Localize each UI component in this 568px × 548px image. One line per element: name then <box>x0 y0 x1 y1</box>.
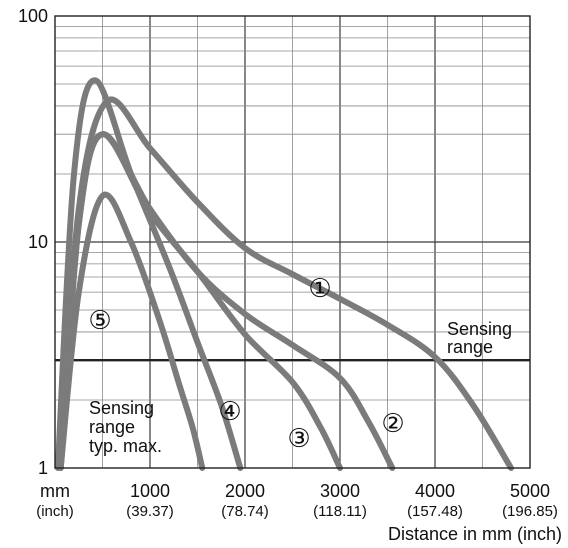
x-unit-sub-label: (inch) <box>36 503 74 520</box>
y-tick-label: 100 <box>18 6 48 26</box>
y-tick-label: 10 <box>28 232 48 252</box>
plot-frame <box>54 15 531 469</box>
x-tick-labels: mm (inch) 1000 (39.37) 2000 (78.74) 3000 (118… <box>36 481 558 520</box>
series-labels: ① ② ③ ④ ⑤ <box>88 274 404 454</box>
x-tick-label: 5000 <box>510 481 550 501</box>
x-axis-title: Distance in mm (inch) <box>388 524 562 544</box>
x-tick-sub-label: (118.11) <box>313 503 367 520</box>
curve-series-5 <box>57 191 206 471</box>
series-label-3: ③ <box>287 424 310 454</box>
threshold-label-line2: range <box>447 337 493 357</box>
annotation-line3: typ. max. <box>89 436 162 456</box>
threshold-label-line1: Sensing <box>447 319 512 339</box>
curve-series-4 <box>54 77 244 471</box>
grid <box>55 16 530 468</box>
axes <box>54 15 531 469</box>
x-tick-sub-label: (196.85) <box>502 503 558 520</box>
series-label-2: ② <box>381 409 404 439</box>
x-tick-label: 1000 <box>130 481 170 501</box>
x-tick-sub-label: (39.37) <box>126 503 174 520</box>
annotation-sensing-range-typ-max: Sensing range typ. max. <box>89 398 162 456</box>
curve-series-3 <box>57 131 343 471</box>
x-tick-label: 2000 <box>225 481 265 501</box>
series-label-1: ① <box>308 274 331 304</box>
x-tick-sub-label: (157.48) <box>407 503 463 520</box>
sensing-range-threshold: Sensing range <box>55 319 530 362</box>
annotation-line1: Sensing <box>89 398 154 418</box>
x-tick-label: 3000 <box>320 481 360 501</box>
x-tick-sub-label: (78.74) <box>221 503 269 520</box>
annotation-line2: range <box>89 417 135 437</box>
x-tick-label: 4000 <box>415 481 455 501</box>
x-unit-label: mm <box>40 481 70 501</box>
series-label-4: ④ <box>218 397 241 427</box>
y-tick-label: 1 <box>38 458 48 478</box>
y-tick-labels: 1 10 100 <box>18 6 48 478</box>
curves <box>54 77 514 471</box>
series-label-5: ⑤ <box>88 306 111 336</box>
